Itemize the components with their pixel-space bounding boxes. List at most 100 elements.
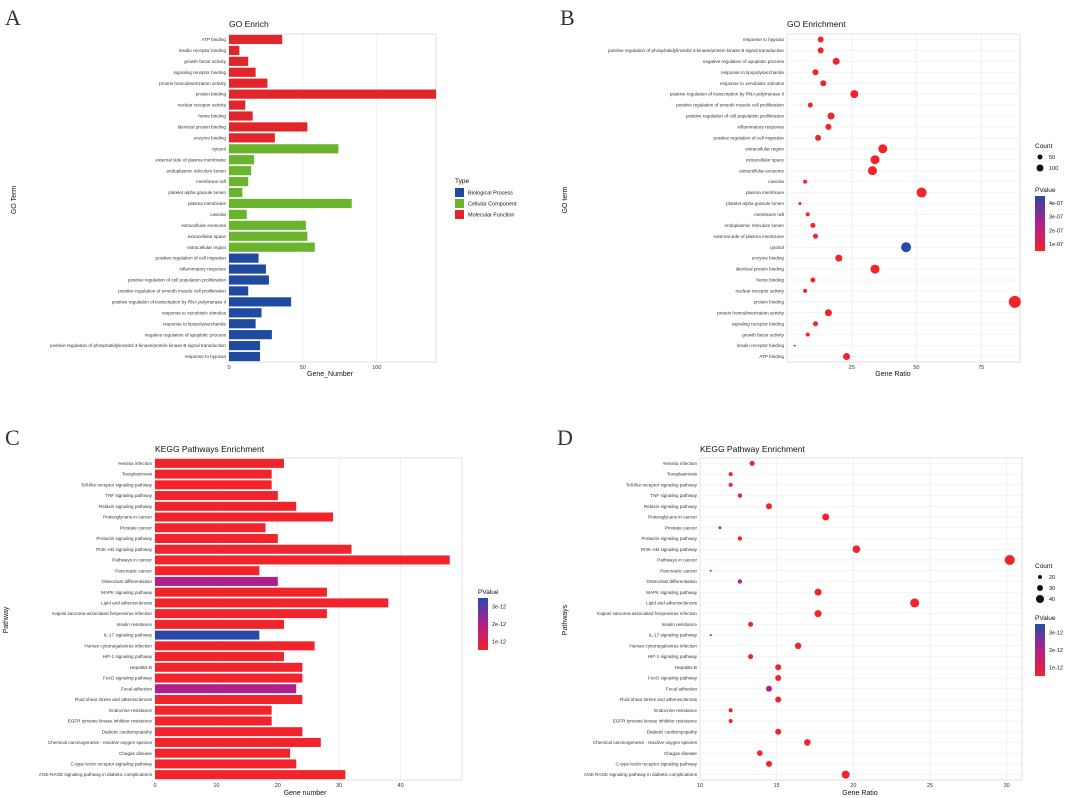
chart-title: GO Enrichment	[787, 19, 846, 29]
point	[820, 80, 827, 87]
bar	[229, 297, 292, 307]
bar	[229, 89, 436, 99]
category-label: Prolactin signaling pathway	[96, 536, 152, 541]
category-label: heme binding	[756, 278, 784, 283]
x-tick-label: 30	[1004, 783, 1010, 789]
bar	[155, 480, 272, 490]
point	[775, 664, 782, 671]
x-tick-label: 100	[372, 365, 381, 371]
bar	[229, 155, 255, 165]
point	[775, 696, 782, 703]
legend-swatch	[455, 210, 464, 219]
category-label: negative regulation of apoptotic process	[145, 332, 227, 337]
point	[775, 675, 782, 682]
category-label: positive regulation of cell population p…	[128, 278, 227, 283]
category-label: negative regulation of apoptotic process	[703, 59, 785, 64]
category-label: enzyme binding	[752, 256, 785, 261]
bar	[155, 566, 260, 576]
category-label: ATP binding	[759, 354, 784, 359]
colorbar-label: 1e-12	[1049, 665, 1063, 671]
point	[803, 179, 808, 184]
x-tick-label: 50	[300, 365, 306, 371]
x-axis-label: Gene Ratio	[875, 371, 911, 378]
colorbar-label: 2e-07	[1049, 228, 1063, 234]
category-label: FoxO signaling pathway	[103, 676, 153, 681]
bar	[229, 351, 261, 362]
category-label: nuclear receptor activity	[177, 103, 226, 108]
category-label: Kaposi sarcoma-associated herpesvirus in…	[597, 611, 697, 616]
category-label: platelet alpha granule lumen	[726, 201, 784, 206]
chart-title: KEGG Pathways Enrichment	[155, 444, 265, 454]
category-label: external side of plasma membrane	[714, 234, 785, 239]
point	[812, 233, 818, 239]
size-legend-dot	[1038, 575, 1042, 579]
category-label: Kaposi sarcoma-associated herpesvirus in…	[52, 611, 152, 616]
point	[718, 526, 722, 530]
legend-title: PValue	[1035, 187, 1056, 194]
point	[775, 728, 782, 735]
colorbar-label: 4e-07	[1049, 201, 1063, 207]
y-axis-label: Pathway	[3, 606, 10, 633]
category-label: Prostate cancer	[120, 525, 153, 530]
category-label: Focal adhesion	[666, 686, 698, 691]
point	[817, 36, 824, 43]
category-label: ATP binding	[201, 37, 226, 42]
category-label: Relaxin signaling pathway	[644, 504, 698, 509]
point	[814, 610, 822, 618]
category-label: endoplasmic reticulum lumen	[167, 168, 227, 173]
colorbar-label: 3e-12	[492, 605, 506, 611]
bar	[229, 242, 315, 252]
category-label: Endocrine resistance	[654, 708, 697, 713]
legend-label: Cellular Component	[468, 202, 517, 208]
colorbar-label: 3e-07	[1049, 215, 1063, 221]
point	[867, 166, 877, 176]
colorbar	[1035, 624, 1045, 676]
x-tick-label: 0	[153, 783, 156, 789]
category-label: IL-17 signaling pathway	[104, 633, 153, 638]
bar	[229, 100, 246, 110]
category-label: inflammatory response	[738, 125, 785, 130]
point	[766, 685, 772, 692]
category-label: IL-17 signaling pathway	[649, 633, 698, 638]
category-label: Pathways in cancer	[657, 558, 697, 563]
bar	[229, 308, 262, 318]
chart-title: KEGG Pathway Enrichment	[700, 444, 806, 454]
bar	[229, 78, 268, 88]
bar	[155, 587, 327, 597]
bar	[229, 187, 243, 198]
category-label: Human cytomegalovirus infection	[84, 643, 152, 648]
x-tick-label: 25	[927, 783, 933, 789]
category-label: Prostate cancer	[665, 525, 698, 530]
category-label: Hepatitis B	[675, 665, 697, 670]
category-label: Yersinia infection	[117, 461, 152, 466]
bar	[229, 231, 308, 241]
bar	[155, 673, 303, 683]
category-label: positive regulation of cell migration	[714, 135, 785, 140]
category-label: response to lipopolysaccharide	[163, 321, 227, 326]
point	[810, 277, 816, 283]
category-label: Chemical carcinogenesis - reactive oxyge…	[593, 740, 698, 745]
bar	[229, 56, 249, 66]
category-label: cytosol	[770, 245, 784, 250]
category-label: positive regulation of smooth muscle cel…	[676, 103, 784, 108]
category-label: Proteoglycans in cancer	[648, 515, 697, 520]
point	[728, 472, 733, 477]
bar	[155, 770, 346, 780]
x-tick-label: 0	[227, 365, 230, 371]
bar	[155, 737, 321, 747]
bar	[155, 598, 389, 608]
x-tick-label: 30	[336, 783, 342, 789]
point	[850, 90, 859, 99]
category-label: C-type lectin receptor signaling pathway	[71, 762, 153, 767]
category-label: Pancreatic cancer	[660, 568, 697, 573]
point	[757, 750, 763, 756]
point	[709, 569, 712, 572]
category-label: positive regulation of phosphatidylinosi…	[50, 343, 226, 348]
plot-area	[154, 457, 463, 781]
category-label: protein homodimerization activity	[717, 310, 785, 315]
x-tick-label: 40	[398, 783, 404, 789]
category-label: plasma membrane	[746, 190, 784, 195]
category-label: Chemical carcinogenesis - reactive oxyge…	[48, 740, 153, 745]
category-label: platelet alpha granule lumen	[168, 190, 226, 195]
category-label: extracellular exosome	[181, 223, 226, 228]
